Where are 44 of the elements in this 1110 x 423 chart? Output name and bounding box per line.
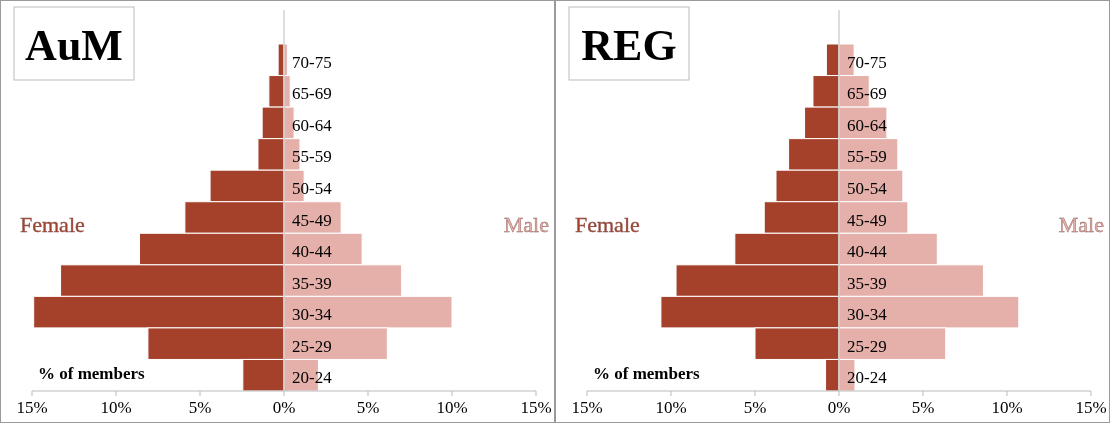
- y-tick-label: 25-29: [292, 336, 332, 356]
- y-tick-label: 35-39: [847, 273, 887, 293]
- y-tick-label: 55-59: [292, 147, 332, 167]
- x-tick-label: 15%: [1075, 398, 1107, 417]
- y-tick-label: 70-75: [292, 52, 332, 72]
- series-label: Female: [20, 212, 85, 237]
- y-tick-label: 30-34: [847, 305, 888, 325]
- y-tick-label: 45-49: [847, 210, 887, 230]
- x-tick-label: 5%: [911, 398, 935, 417]
- text: Male: [1058, 212, 1104, 237]
- y-tick-label: 65-69: [847, 84, 887, 104]
- chart-title: AuM: [25, 21, 123, 70]
- y-tick-label: 55-59: [847, 147, 887, 167]
- y-tick-label: 70-75: [847, 52, 887, 72]
- y-tick-label: 30-34: [292, 305, 333, 325]
- x-tick-label: 5%: [356, 398, 380, 417]
- y-tick-label: 35-39: [292, 273, 332, 293]
- y-tick-label: 40-44: [292, 242, 333, 262]
- text: Male: [503, 212, 549, 237]
- x-tick-label: 15%: [571, 398, 603, 417]
- x-tick-label: 10%: [436, 398, 468, 417]
- y-tick-label: 50-54: [847, 178, 888, 198]
- y-tick-label: 65-69: [292, 84, 332, 104]
- y-tick-label: 20-24: [847, 368, 888, 388]
- x-tick-label: 10%: [655, 398, 687, 417]
- y-tick-label: 60-64: [292, 115, 333, 135]
- y-tick-label: 40-44: [847, 242, 888, 262]
- y-tick-label: 45-49: [292, 210, 332, 230]
- x-axis-title: % of members: [38, 364, 146, 383]
- text: Female: [575, 212, 640, 237]
- x-tick-label: 5%: [743, 398, 767, 417]
- x-tick-label: 5%: [188, 398, 212, 417]
- x-axis-title: % of members: [593, 364, 701, 383]
- y-tick-label: 60-64: [847, 115, 888, 135]
- x-tick-label: 15%: [520, 398, 552, 417]
- x-tick-label: 0%: [827, 398, 851, 417]
- y-tick-label: 20-24: [292, 368, 333, 388]
- x-tick-label: 10%: [100, 398, 132, 417]
- x-tick-label: 10%: [991, 398, 1023, 417]
- y-tick-label: 50-54: [292, 178, 333, 198]
- x-tick-label: 15%: [16, 398, 48, 417]
- x-tick-label: 0%: [272, 398, 296, 417]
- y-tick-label: 25-29: [847, 336, 887, 356]
- chart-title: REG: [581, 21, 677, 70]
